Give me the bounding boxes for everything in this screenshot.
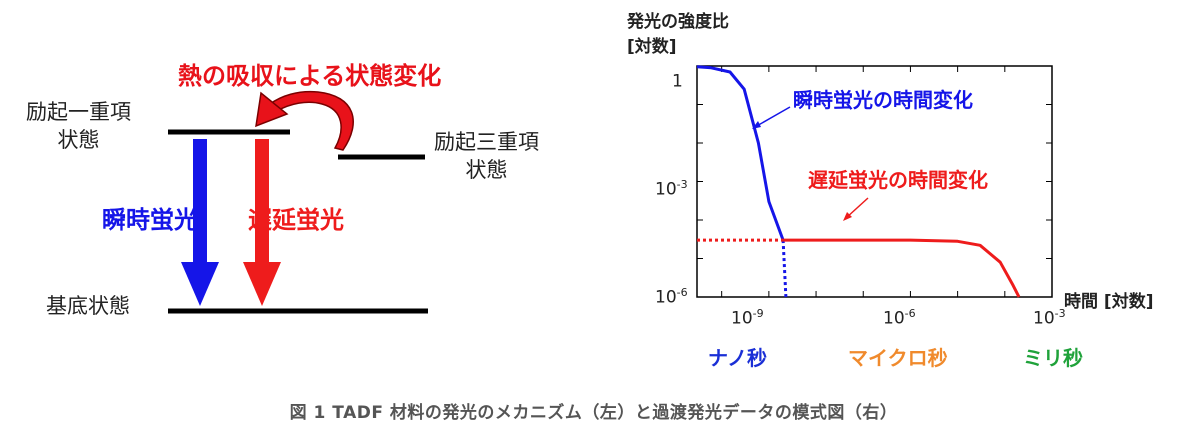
- prompt-annotation: 瞬時蛍光の時間変化: [793, 88, 973, 112]
- y-tick-label-1: 10-3: [655, 178, 688, 200]
- prompt-fluorescence-dotted-extension: [781, 240, 788, 298]
- delayed-arrow-head: [243, 262, 281, 306]
- figure-caption: 図 1 TADF 材料の発光のメカニズム（左）と過渡発光データの模式図（右）: [289, 403, 898, 423]
- x-tick-label-2: 10-3: [1033, 307, 1066, 329]
- delayed-fluorescence-label: 遅延蛍光: [248, 206, 344, 234]
- x-tick-2-base: 10: [1033, 308, 1055, 329]
- prompt-arrow-shaft: [193, 139, 207, 263]
- timescale-millisecond: ミリ秒: [1023, 346, 1083, 370]
- delayed-fluorescence-arrow: [243, 139, 281, 306]
- y-axis-label: 発光の強度比 [対数]: [627, 10, 729, 60]
- s1-label-line2: 状態: [57, 128, 100, 152]
- delayed-annotation: 遅延蛍光の時間変化: [808, 168, 988, 192]
- y-tick-2-exp: -6: [676, 286, 688, 299]
- prompt-arrow-head: [181, 262, 219, 306]
- delayed-annotation-leader: [843, 197, 869, 221]
- x-tick-0-exp: -9: [752, 307, 764, 320]
- delayed-arrow-shaft: [255, 139, 269, 263]
- prompt-annotation-leader: [752, 106, 791, 129]
- y-tick-1-base: 10: [655, 179, 677, 200]
- y-tick-label-2: 10-6: [655, 286, 688, 308]
- delayed-fluorescence-curve: [783, 238, 1021, 298]
- prompt-fluorescence-label: 瞬時蛍光: [102, 206, 198, 234]
- y-axis-label-line2: [対数]: [627, 37, 677, 57]
- delayed-leader-head: [843, 212, 852, 221]
- heat-arrow-head: [255, 91, 289, 128]
- energy-diagram: [168, 90, 428, 314]
- s1-label-line1: 励起一重項: [26, 100, 131, 124]
- prompt-fluorescence-arrow: [181, 139, 219, 306]
- delayed-leader-line: [845, 197, 869, 219]
- x-tick-label-0: 10-9: [731, 307, 764, 329]
- x-tick-label-1: 10-6: [883, 307, 916, 329]
- prompt-fluorescence-curve: [696, 65, 785, 241]
- timescale-nanosecond: ナノ秒: [708, 346, 767, 370]
- s0-state-label: 基底状態: [46, 294, 130, 318]
- x-tick-1-exp: -6: [904, 307, 916, 320]
- y-tick-label-0: 1: [672, 70, 683, 92]
- x-tick-0-base: 10: [731, 308, 753, 329]
- y-tick-0-base: 1: [672, 71, 683, 92]
- x-axis-label: 時間 [対数]: [1064, 292, 1154, 312]
- y-axis-label-line1: 発光の強度比: [627, 12, 729, 32]
- t1-state-label: 励起三重項 状態: [434, 128, 539, 184]
- prompt-leader-line: [754, 106, 791, 128]
- y-tick-2-base: 10: [655, 287, 677, 308]
- timescale-microsecond: マイクロ秒: [848, 346, 948, 370]
- t1-label-line2: 状態: [465, 158, 508, 182]
- heat-absorption-arrow: [255, 90, 354, 151]
- x-tick-1-base: 10: [883, 308, 905, 329]
- y-tick-1-exp: -3: [676, 178, 688, 191]
- s1-state-label: 励起一重項 状態: [26, 98, 131, 154]
- x-tick-2-exp: -3: [1054, 307, 1066, 320]
- t1-label-line1: 励起三重項: [434, 130, 539, 154]
- heat-absorption-title: 熱の吸収による状態変化: [178, 62, 442, 90]
- prompt-leader-head: [752, 121, 761, 129]
- plot-series: [696, 65, 1021, 298]
- transient-pl-plot: [696, 65, 1053, 298]
